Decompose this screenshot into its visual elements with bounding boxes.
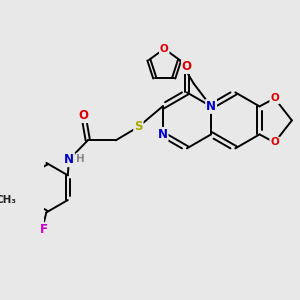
Text: N: N [158,128,168,141]
Text: O: O [270,93,279,103]
Text: O: O [270,137,279,148]
Text: F: F [40,223,48,236]
Text: O: O [160,44,169,54]
Text: N: N [64,153,74,166]
Text: O: O [182,60,192,73]
Text: S: S [134,120,142,134]
Text: O: O [79,109,88,122]
Text: N: N [206,100,216,113]
Text: H: H [76,154,85,164]
Text: CH₃: CH₃ [0,195,16,205]
